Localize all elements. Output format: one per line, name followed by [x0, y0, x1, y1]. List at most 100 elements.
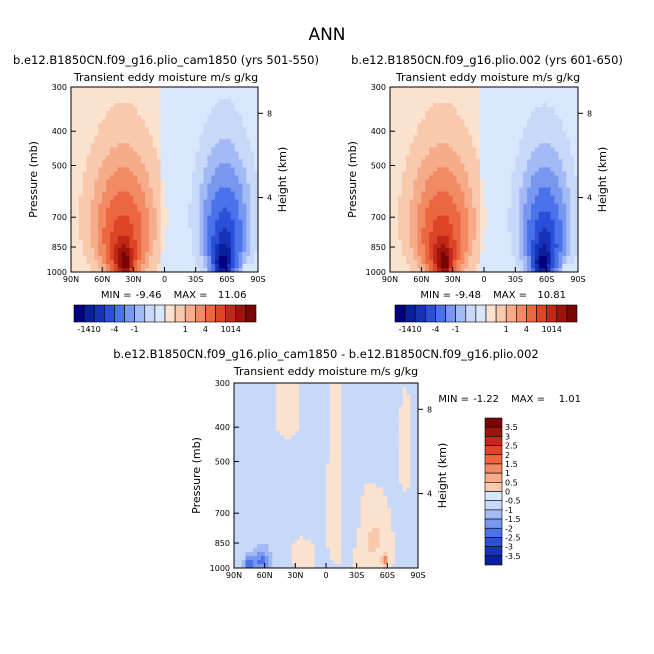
field-cell	[487, 195, 493, 201]
field-cell	[71, 111, 76, 116]
field-cell	[499, 163, 505, 169]
field-cell	[133, 123, 138, 128]
field-cell	[156, 223, 162, 229]
field-cell	[405, 115, 411, 120]
field-cell	[109, 183, 115, 189]
field-cell	[148, 267, 154, 272]
field-cell	[393, 215, 399, 221]
field-cell	[222, 115, 228, 120]
field-cell	[222, 187, 228, 193]
field-cell	[531, 255, 536, 261]
field-cell	[117, 247, 123, 253]
field-cell	[187, 239, 193, 245]
field-cell	[74, 231, 80, 237]
field-cell	[133, 115, 138, 120]
field-cell	[141, 247, 146, 253]
field-cell	[440, 187, 446, 193]
field-cell	[222, 179, 228, 185]
field-cell	[410, 399, 415, 404]
field-cell	[495, 151, 501, 156]
field-cell	[531, 159, 536, 165]
field-cell	[499, 259, 505, 265]
field-cell	[187, 251, 193, 257]
field-cell	[460, 191, 466, 197]
field-cell	[172, 195, 177, 201]
field-cell	[303, 411, 308, 416]
field-cell	[125, 231, 131, 237]
field-cell	[429, 151, 434, 156]
field-cell	[538, 195, 544, 201]
field-cell	[405, 91, 411, 96]
field-cell	[78, 87, 84, 92]
field-cell	[98, 259, 103, 265]
field-cell	[452, 235, 458, 241]
field-cell	[429, 191, 434, 197]
field-cell	[254, 163, 258, 169]
field-cell	[98, 171, 103, 177]
field-cell	[207, 255, 212, 261]
field-cell	[176, 191, 181, 197]
field-cell	[215, 107, 220, 112]
field-cell	[219, 231, 224, 237]
field-cell	[230, 147, 236, 152]
field-cell	[480, 223, 485, 229]
field-cell	[495, 207, 501, 213]
field-cell	[468, 171, 473, 177]
field-cell	[542, 235, 548, 241]
field-cell	[78, 99, 84, 104]
field-cell	[113, 91, 119, 96]
field-cell	[250, 139, 255, 144]
field-cell	[480, 163, 485, 169]
field-cell	[219, 211, 224, 217]
field-cell	[183, 175, 189, 181]
field-cell	[527, 255, 532, 261]
field-cell	[495, 99, 501, 104]
field-cell	[98, 251, 103, 257]
field-cell	[495, 111, 501, 116]
field-cell	[460, 143, 466, 148]
field-cell	[484, 183, 489, 189]
field-cell	[226, 123, 232, 128]
field-cell	[176, 227, 181, 233]
field-cell	[148, 87, 154, 92]
field-cell	[546, 255, 552, 261]
field-cell	[168, 195, 173, 201]
field-cell	[503, 111, 509, 116]
field-cell	[472, 195, 477, 201]
field-cell	[125, 111, 131, 116]
field-cell	[241, 399, 247, 404]
field-cell	[511, 127, 516, 132]
field-cell	[527, 243, 532, 249]
field-cell	[546, 143, 552, 148]
field-cell	[74, 135, 80, 140]
field-cell	[183, 91, 189, 96]
field-cell	[133, 135, 138, 140]
field-cell	[401, 123, 407, 128]
field-cell	[226, 243, 232, 249]
field-cell	[410, 411, 415, 416]
field-cell	[414, 387, 418, 392]
field-cell	[507, 159, 513, 165]
field-cell	[456, 151, 462, 156]
field-cell	[550, 135, 556, 140]
field-cell	[437, 263, 442, 269]
field-cell	[137, 171, 142, 177]
field-cell	[421, 255, 426, 261]
field-cell	[329, 415, 335, 420]
field-cell	[566, 87, 571, 92]
field-cell	[429, 183, 434, 189]
field-cell	[542, 247, 548, 253]
field-cell	[176, 155, 181, 160]
field-cell	[397, 99, 403, 104]
field-cell	[222, 267, 228, 272]
field-cell	[383, 407, 388, 412]
field-cell	[448, 135, 454, 140]
field-cell	[109, 259, 115, 265]
field-cell	[397, 155, 403, 160]
field-cell	[476, 131, 481, 136]
field-cell	[74, 147, 80, 152]
field-cell	[534, 151, 540, 156]
field-cell	[476, 139, 481, 144]
field-cell	[242, 147, 247, 152]
field-cell	[254, 167, 258, 173]
